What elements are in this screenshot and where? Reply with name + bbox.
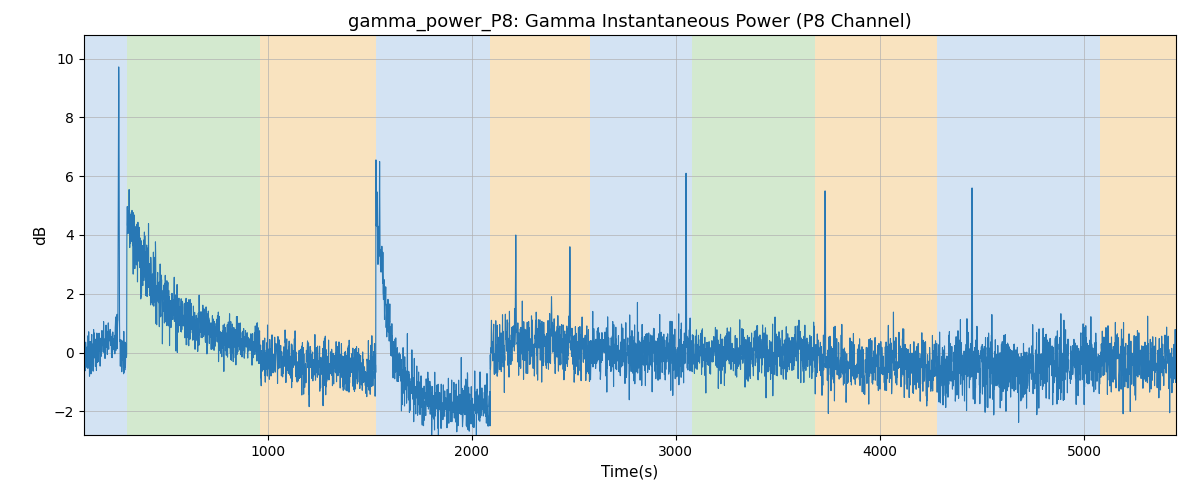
Y-axis label: dB: dB [34,225,48,245]
Bar [376,35,490,435]
Bar [937,35,1048,435]
Title: gamma_power_P8: Gamma Instantaneous Power (P8 Channel): gamma_power_P8: Gamma Instantaneous Powe… [348,12,912,31]
Bar [590,35,692,435]
Bar [1048,35,1100,435]
Bar [490,35,590,435]
Bar [259,35,376,435]
Bar [815,35,838,435]
Bar [692,35,815,435]
Bar [84,35,127,435]
X-axis label: Time(s): Time(s) [601,464,659,479]
Bar [838,35,937,435]
Bar [127,35,259,435]
Bar [1100,35,1176,435]
